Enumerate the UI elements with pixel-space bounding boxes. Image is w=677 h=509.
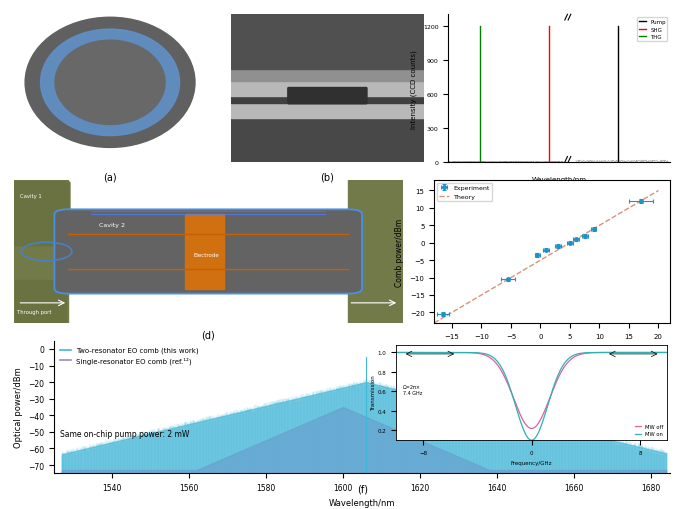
Bar: [231, 81, 424, 96]
Text: (d): (d): [201, 329, 215, 340]
Text: 40 μm: 40 μm: [23, 137, 43, 142]
Bar: [14, 181, 68, 323]
Text: (a): (a): [104, 173, 117, 183]
Text: 100 μm: 100 μm: [269, 309, 290, 314]
Bar: [16, 280, 66, 323]
Text: Through port: Through port: [18, 309, 52, 314]
FancyBboxPatch shape: [12, 182, 70, 246]
Text: Heater: Heater: [120, 191, 141, 196]
X-axis label: Wavelength/nm: Wavelength/nm: [531, 177, 587, 183]
Bar: [349, 181, 403, 323]
Y-axis label: Comb power/dBm: Comb power/dBm: [395, 218, 404, 286]
Text: Cavity 1: Cavity 1: [20, 194, 42, 199]
Text: Drop port: Drop port: [321, 309, 347, 314]
Bar: [231, 119, 424, 163]
FancyBboxPatch shape: [288, 89, 367, 104]
Circle shape: [25, 18, 195, 148]
Text: (c): (c): [552, 196, 566, 206]
Circle shape: [55, 41, 165, 125]
Legend: Experiment, Theory: Experiment, Theory: [437, 184, 492, 202]
Text: (f): (f): [357, 484, 368, 494]
Text: (b): (b): [320, 173, 334, 183]
Bar: [231, 96, 424, 104]
Text: Electrode: Electrode: [194, 252, 219, 257]
Legend: Pump, SHG, THG: Pump, SHG, THG: [637, 18, 668, 42]
X-axis label: Wavelength/nm: Wavelength/nm: [329, 498, 395, 506]
Text: Same on-chip pump power: 2 mW: Same on-chip pump power: 2 mW: [60, 429, 190, 438]
Legend: Two-resonator EO comb (this work), Single-resonator EO comb (ref.¹²): Two-resonator EO comb (this work), Singl…: [58, 345, 202, 367]
Text: (e): (e): [546, 347, 559, 357]
X-axis label: Pump power/dBm: Pump power/dBm: [519, 345, 586, 353]
Text: Cavity 2: Cavity 2: [100, 222, 125, 228]
Bar: [185, 215, 224, 289]
Bar: [231, 104, 424, 119]
Bar: [231, 70, 424, 81]
FancyBboxPatch shape: [54, 210, 362, 294]
Bar: [231, 15, 424, 70]
Y-axis label: Optical power/dBm: Optical power/dBm: [14, 367, 23, 447]
Y-axis label: Intensity (CCD counts): Intensity (CCD counts): [411, 50, 417, 128]
